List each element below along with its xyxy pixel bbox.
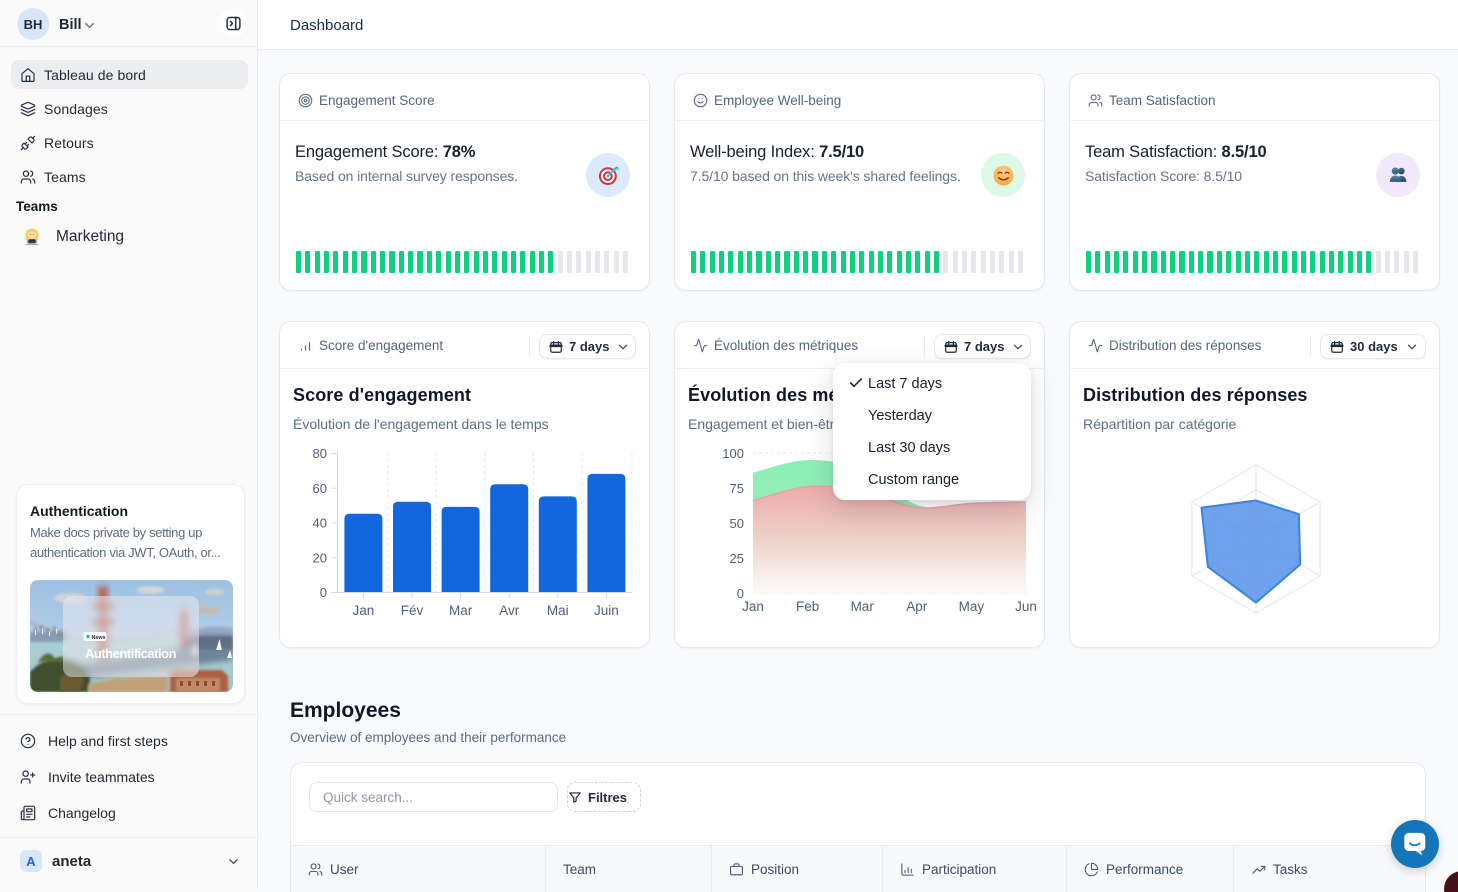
svg-text:Mar: Mar (851, 599, 875, 614)
svg-text:0: 0 (737, 586, 744, 601)
svg-text:80: 80 (313, 446, 327, 461)
svg-text:Jan: Jan (742, 599, 764, 614)
svg-text:60: 60 (313, 481, 327, 496)
svg-text:Jun: Jun (1015, 599, 1037, 614)
svg-text:Fév: Fév (401, 603, 424, 618)
svg-text:Mai: Mai (547, 603, 569, 618)
svg-text:100: 100 (722, 446, 744, 461)
svg-text:50: 50 (730, 516, 744, 531)
svg-text:Authentification: Authentification (85, 646, 176, 661)
svg-text:News: News (92, 635, 106, 641)
svg-text:Mar: Mar (449, 603, 473, 618)
svg-text:0: 0 (320, 585, 327, 600)
svg-text:20: 20 (313, 550, 327, 565)
svg-text:Juin: Juin (594, 603, 619, 618)
svg-text:Apr: Apr (906, 599, 928, 614)
svg-text:Jan: Jan (353, 603, 375, 618)
svg-text:40: 40 (313, 516, 327, 531)
svg-text:25: 25 (730, 551, 744, 566)
svg-text:May: May (959, 599, 985, 614)
svg-text:75: 75 (730, 481, 744, 496)
svg-text:Feb: Feb (796, 599, 819, 614)
svg-text:Avr: Avr (499, 603, 520, 618)
